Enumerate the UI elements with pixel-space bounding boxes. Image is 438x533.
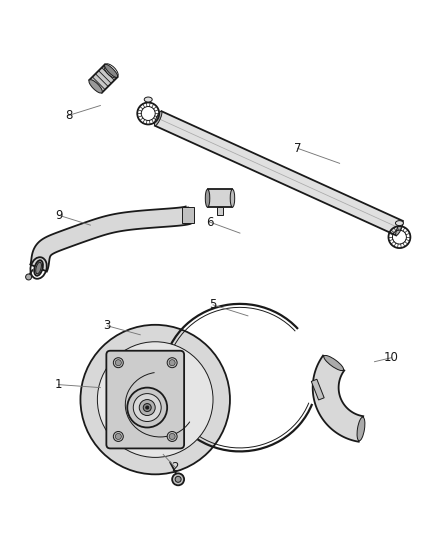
Circle shape: [167, 432, 177, 441]
Ellipse shape: [396, 221, 403, 236]
Circle shape: [127, 387, 167, 427]
Polygon shape: [217, 207, 223, 215]
Circle shape: [133, 393, 161, 422]
Polygon shape: [155, 111, 403, 236]
Circle shape: [115, 360, 121, 366]
Circle shape: [113, 358, 124, 368]
Circle shape: [172, 473, 184, 486]
Text: 2: 2: [171, 461, 179, 474]
Polygon shape: [30, 206, 191, 271]
Bar: [182, 207, 194, 223]
Ellipse shape: [230, 189, 235, 207]
Text: 10: 10: [384, 351, 399, 364]
Ellipse shape: [144, 97, 152, 102]
Polygon shape: [89, 64, 117, 93]
Circle shape: [97, 342, 213, 457]
Text: 8: 8: [65, 109, 72, 122]
Circle shape: [139, 400, 155, 416]
Ellipse shape: [36, 262, 42, 274]
Bar: [311, 379, 324, 400]
Text: 3: 3: [104, 319, 111, 332]
Circle shape: [143, 403, 151, 411]
Ellipse shape: [205, 189, 210, 207]
Circle shape: [113, 432, 124, 441]
Polygon shape: [208, 189, 233, 207]
Text: 1: 1: [55, 378, 62, 391]
Circle shape: [25, 274, 32, 280]
Ellipse shape: [105, 64, 118, 77]
Text: 6: 6: [206, 216, 214, 229]
Circle shape: [146, 406, 149, 409]
Circle shape: [115, 433, 121, 439]
Text: 7: 7: [294, 142, 301, 155]
Ellipse shape: [357, 417, 365, 441]
Circle shape: [81, 325, 230, 474]
FancyBboxPatch shape: [106, 351, 184, 448]
Ellipse shape: [186, 207, 191, 223]
Circle shape: [167, 358, 177, 368]
Text: 9: 9: [55, 208, 62, 222]
Polygon shape: [313, 356, 363, 442]
Circle shape: [169, 433, 175, 439]
Text: 5: 5: [209, 298, 217, 311]
Ellipse shape: [34, 260, 43, 276]
Ellipse shape: [324, 356, 343, 370]
Ellipse shape: [89, 79, 102, 93]
Ellipse shape: [155, 111, 162, 126]
Ellipse shape: [396, 221, 403, 225]
Circle shape: [175, 477, 181, 482]
Circle shape: [169, 360, 175, 366]
